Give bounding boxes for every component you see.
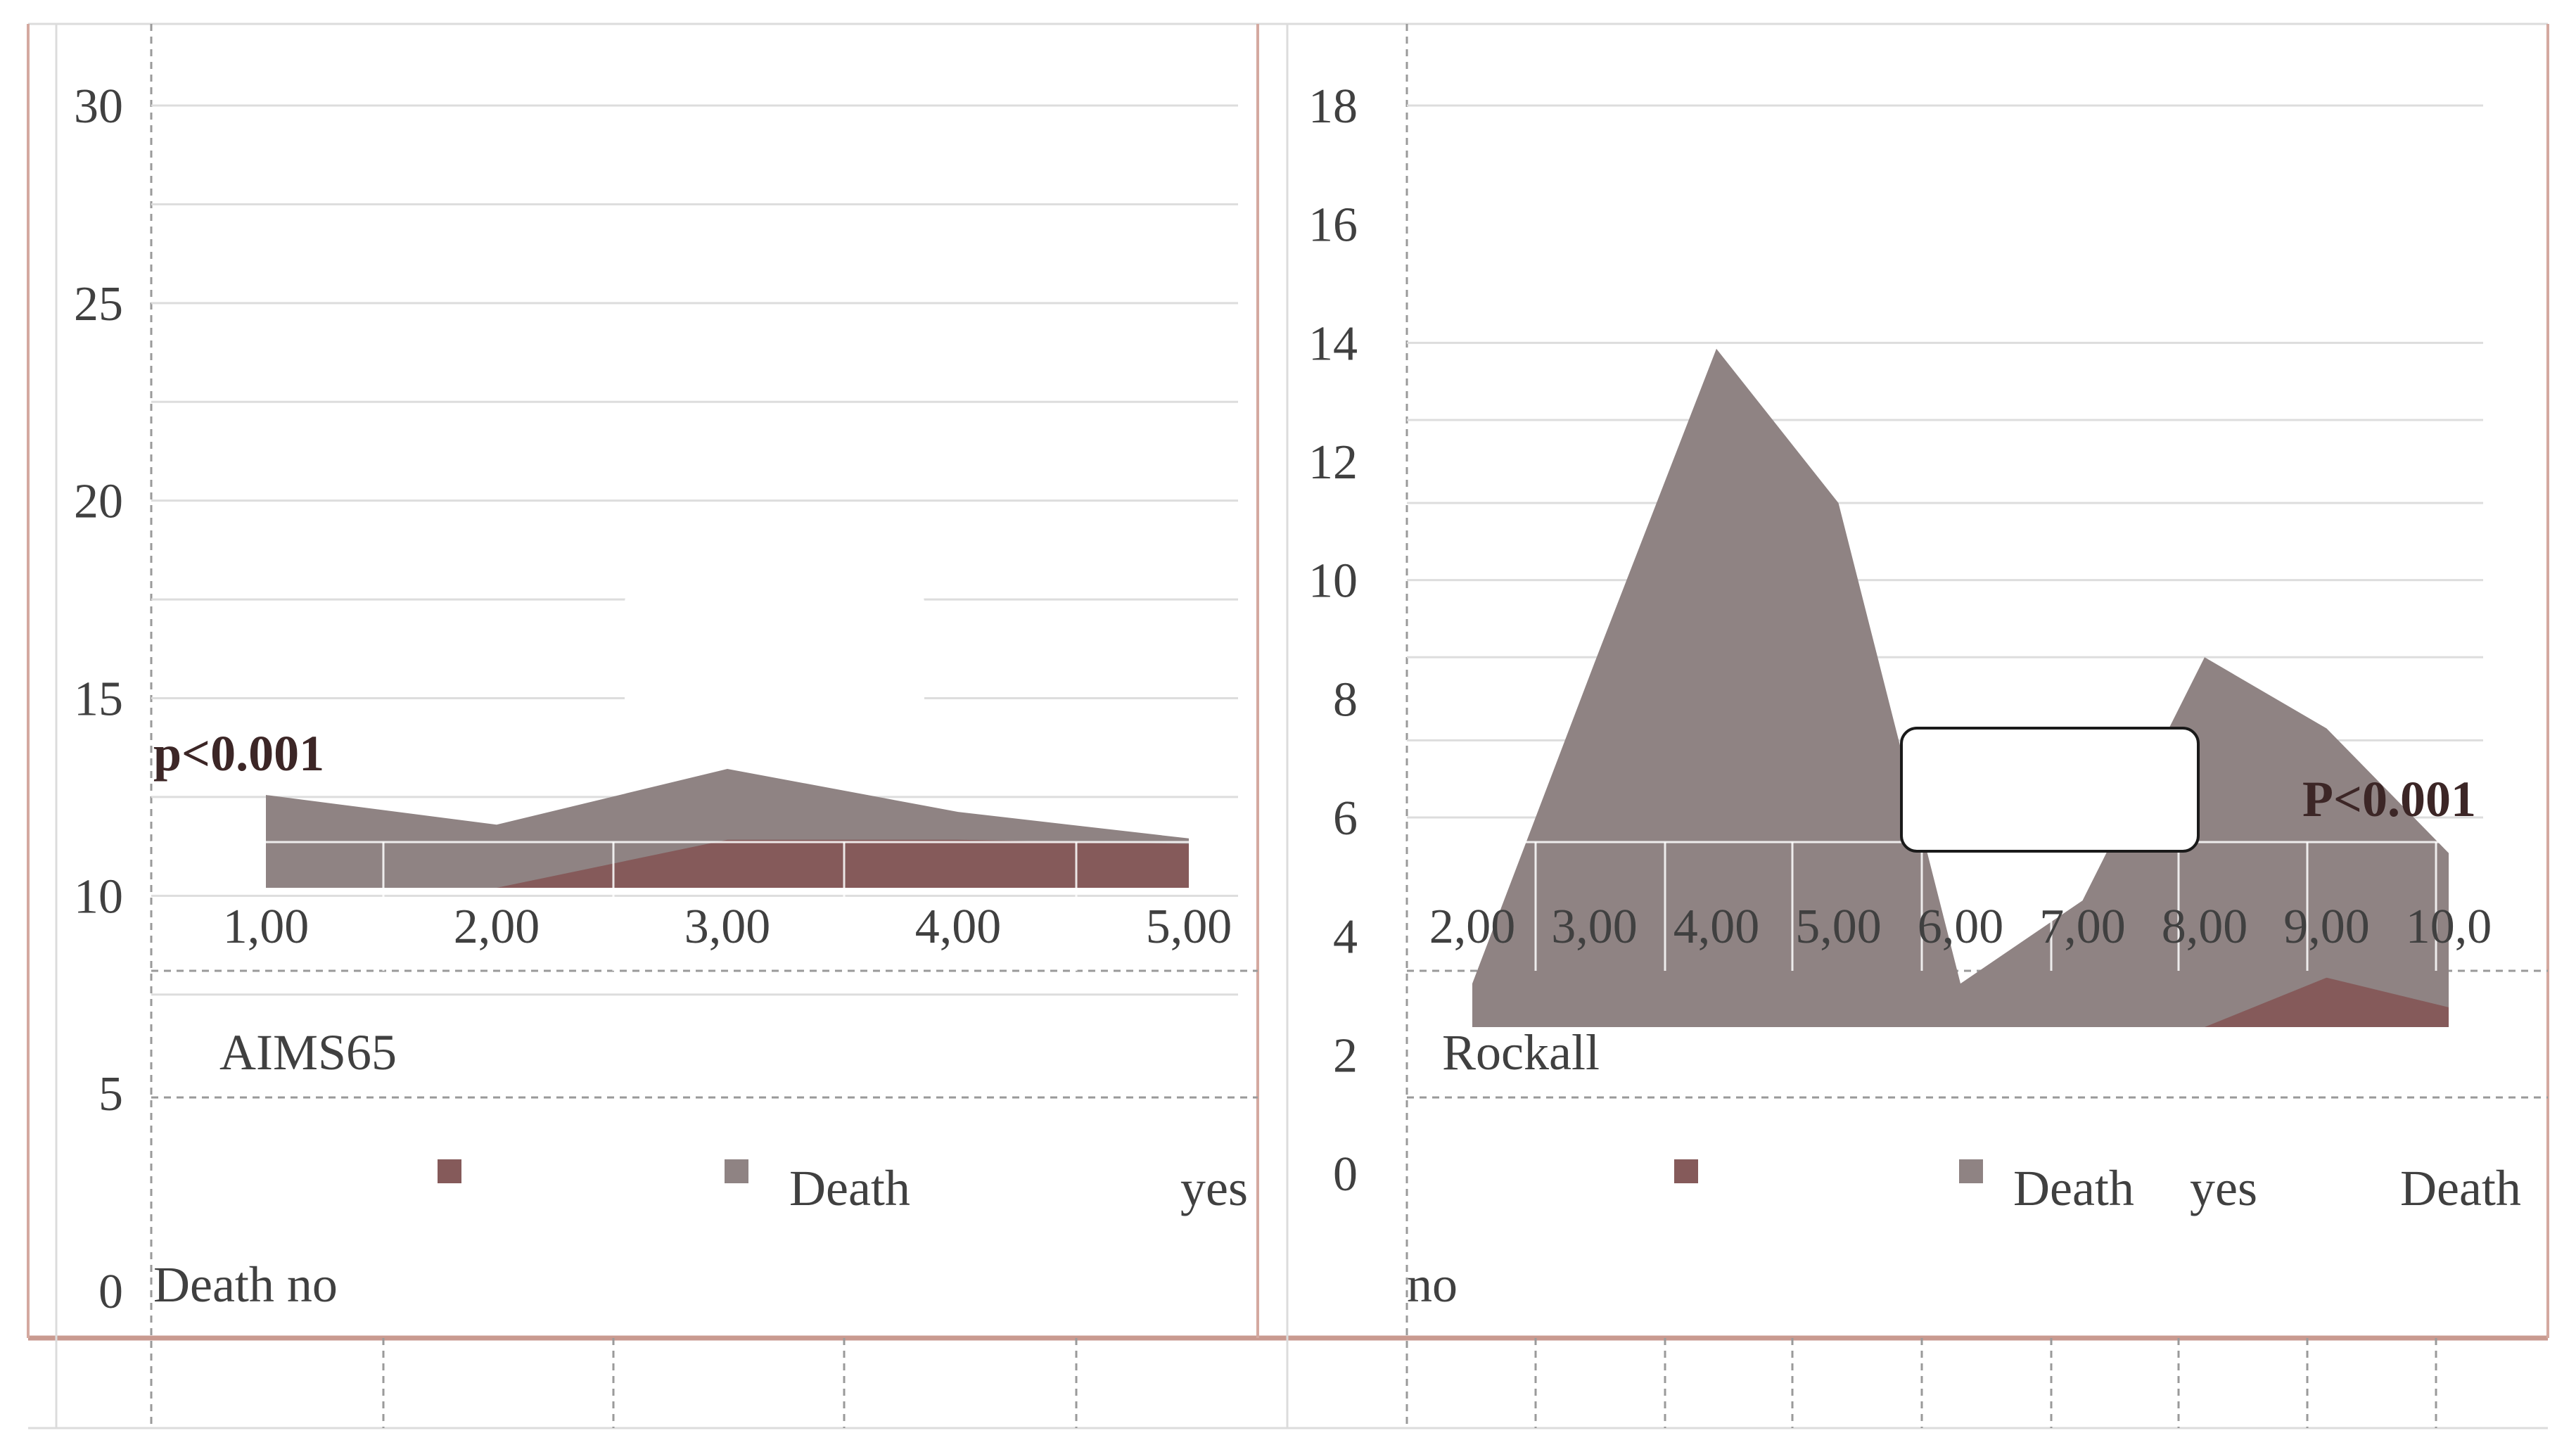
aims65-y-tick: 30 bbox=[74, 79, 123, 134]
aims65-p-value: p<0.001 bbox=[153, 725, 324, 782]
aims65-title: AIMS65 bbox=[219, 1024, 397, 1081]
rockall-area-death-no bbox=[1472, 348, 2449, 1027]
rockall-x-tick: 3,00 bbox=[1551, 900, 1638, 954]
aims65-y-ticks: 0 5 10 15 20 25 30 bbox=[74, 79, 123, 1319]
rockall-x-tick: 8,00 bbox=[2162, 900, 2248, 954]
aims65-legend-text-2: yes bbox=[1180, 1160, 1248, 1216]
rockall-legend-text-4: no bbox=[1407, 1256, 1458, 1313]
rockall-y-tick: 0 bbox=[1333, 1147, 1358, 1202]
aims65-y-tick: 0 bbox=[98, 1265, 123, 1319]
rockall-y-tick: 18 bbox=[1308, 79, 1358, 134]
rockall-x-tick: 5,00 bbox=[1795, 900, 1882, 954]
aims65-legend-text-3: Death no bbox=[153, 1256, 338, 1313]
rockall-x-tick: 4,00 bbox=[1673, 900, 1760, 954]
rockall-x-tick: 6,00 bbox=[1918, 900, 2004, 954]
rockall-title: Rockall bbox=[1442, 1024, 1600, 1081]
rockall-legend-text-3: Death bbox=[2400, 1160, 2521, 1216]
rockall-legend-no-swatch bbox=[1959, 1159, 1983, 1183]
rockall-legend-text-1: Death bbox=[2013, 1160, 2134, 1216]
rockall-x-tick: 2,00 bbox=[1429, 900, 1516, 954]
aims65-y-tick: 25 bbox=[74, 277, 123, 331]
aims65-areas bbox=[266, 769, 1189, 888]
rockall-label-box bbox=[1900, 727, 2200, 853]
frame-lines bbox=[27, 23, 2549, 1429]
rockall-x-tick: 7,00 bbox=[2039, 900, 2126, 954]
rockall-y-tick: 8 bbox=[1333, 673, 1358, 727]
rockall-y-tick: 6 bbox=[1333, 791, 1358, 846]
aims65-y-tick: 10 bbox=[74, 870, 123, 924]
rockall-y-ticks: 0 2 4 6 8 10 12 14 16 18 bbox=[1308, 79, 1358, 1202]
aims65-x-tick: 4,00 bbox=[915, 900, 1002, 954]
aims65-y-tick: 15 bbox=[74, 673, 123, 727]
aims65-x-tick: 2,00 bbox=[454, 900, 540, 954]
aims65-legend-yes-swatch bbox=[438, 1159, 461, 1183]
rockall-areas bbox=[1472, 348, 2449, 1027]
rockall-y-tick: 10 bbox=[1308, 554, 1358, 609]
aims65-label-box bbox=[625, 586, 924, 719]
rockall-y-tick: 16 bbox=[1308, 198, 1358, 253]
aims65-y-tick: 5 bbox=[98, 1067, 123, 1121]
aims65-legend-no-swatch bbox=[725, 1159, 748, 1183]
rockall-panel: 0 2 4 6 8 10 12 14 16 18 2,00 3,00 4,00 5,00 6,00 7,00… bbox=[1308, 79, 2521, 1313]
rockall-y-tick: 12 bbox=[1308, 435, 1358, 490]
aims65-y-tick: 20 bbox=[74, 475, 123, 529]
rockall-legend-text-2: yes bbox=[2190, 1160, 2257, 1216]
rockall-p-value: P<0.001 bbox=[2302, 771, 2476, 827]
rockall-x-tick: 10,0 bbox=[2406, 900, 2492, 954]
rockall-y-tick: 2 bbox=[1333, 1028, 1358, 1083]
aims65-x-tick: 5,00 bbox=[1146, 900, 1232, 954]
rockall-x-tick: 9,00 bbox=[2283, 900, 2370, 954]
aims65-category-grid bbox=[151, 841, 1238, 971]
aims65-area-death-yes bbox=[266, 839, 1189, 888]
aims65-x-tick: 3,00 bbox=[684, 900, 771, 954]
aims65-x-ticks: 1,00 2,00 3,00 4,00 5,00 bbox=[223, 900, 1232, 954]
aims65-legend-text-1: Death bbox=[789, 1160, 910, 1216]
rockall-y-tick: 4 bbox=[1333, 910, 1358, 964]
rockall-y-tick: 14 bbox=[1308, 317, 1358, 371]
rockall-gridlines bbox=[1407, 104, 2483, 819]
rockall-x-ticks: 2,00 3,00 4,00 5,00 6,00 7,00 8,00 9,00 10,0 bbox=[1429, 900, 2492, 954]
rockall-area-death-yes bbox=[1472, 977, 2449, 1027]
rockall-legend-yes-swatch bbox=[1674, 1159, 1698, 1183]
aims65-x-tick: 1,00 bbox=[223, 900, 310, 954]
aims65-panel: 0 5 10 15 20 25 30 1,00 2,00 3,00 4,00 5,00 p<0.00… bbox=[74, 79, 1248, 1319]
